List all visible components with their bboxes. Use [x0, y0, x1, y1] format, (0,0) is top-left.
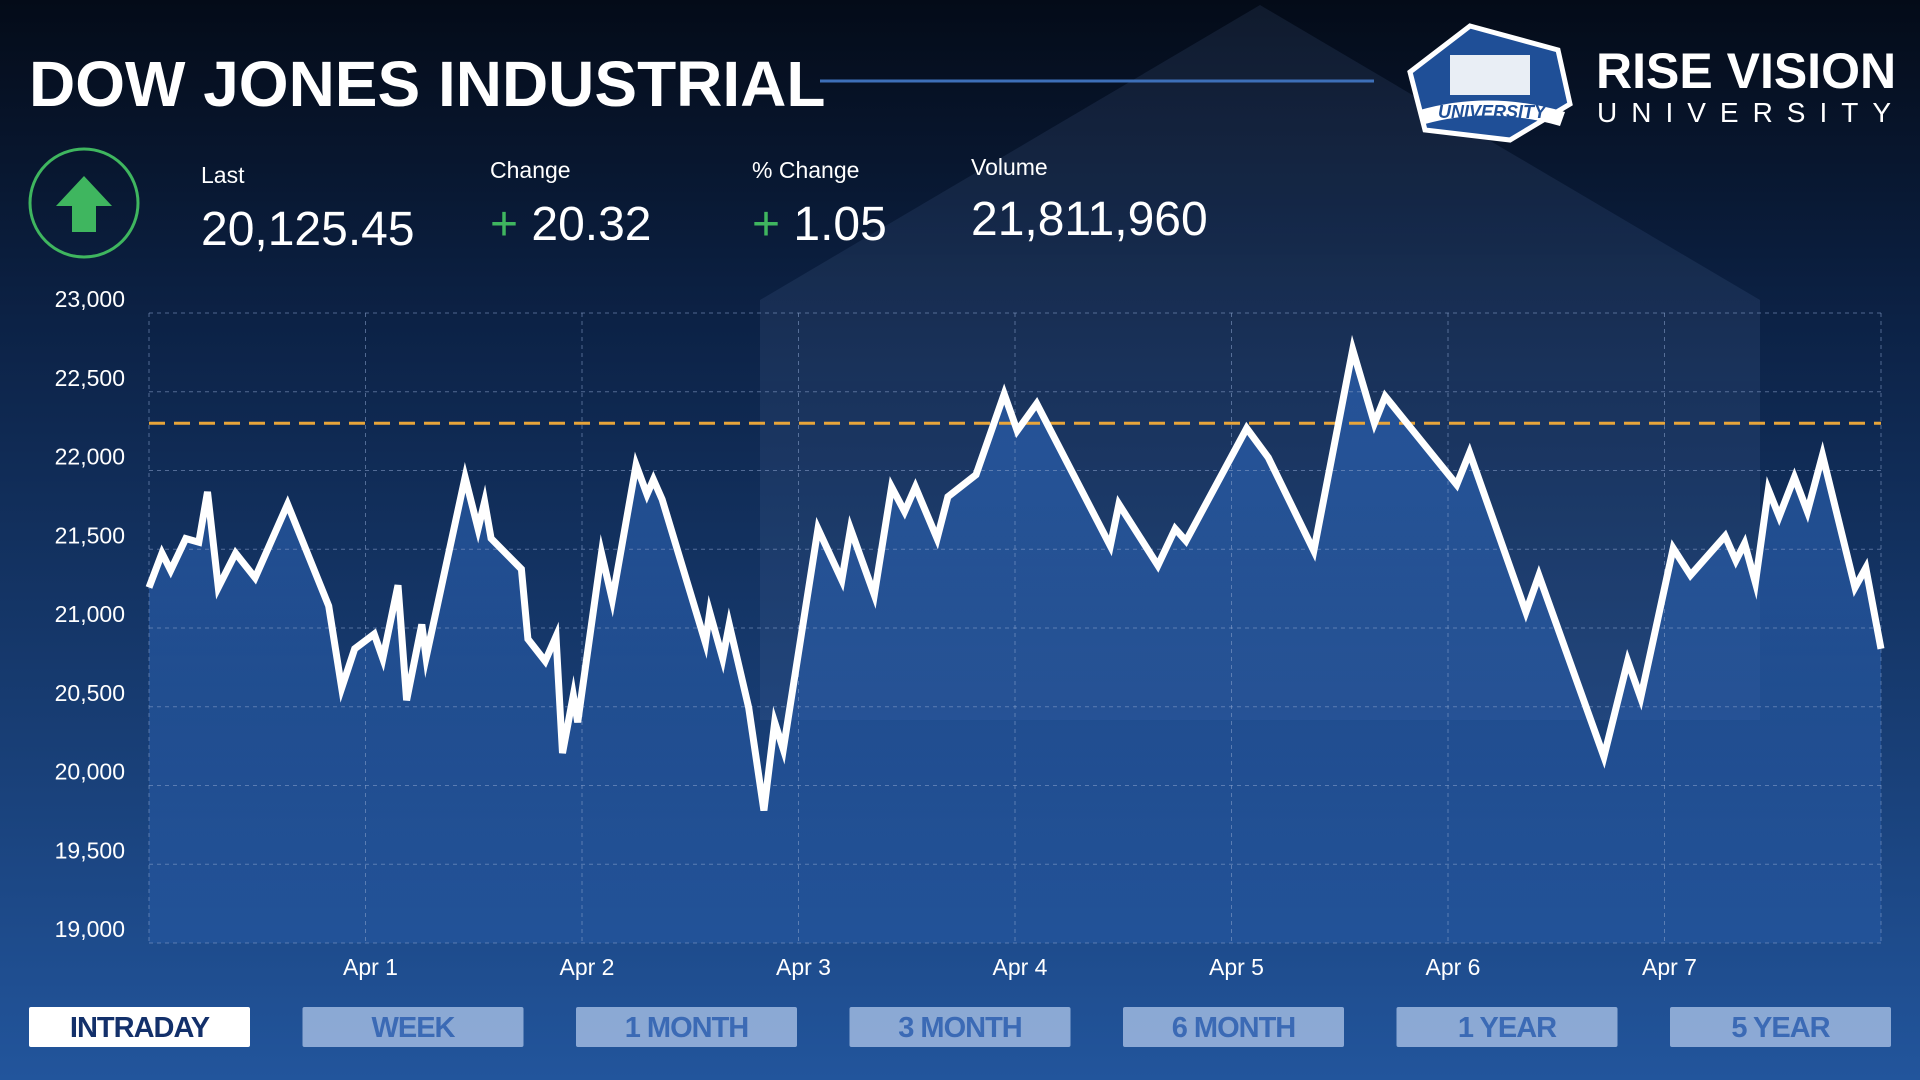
y-tick-label: 23,000 — [55, 286, 125, 312]
stat-label: Volume — [971, 154, 1048, 180]
range-button-label[interactable]: WEEK — [372, 1012, 457, 1044]
y-tick-label: 21,500 — [55, 522, 125, 548]
price-line — [145, 334, 1885, 812]
x-tick-label: Apr 3 — [776, 954, 831, 980]
stat-value: + 20.32 — [490, 198, 652, 251]
logo-badge: UNIVERSITY — [1438, 102, 1548, 122]
x-tick-label: Apr 6 — [1426, 954, 1481, 980]
range-button[interactable] — [1123, 1007, 1344, 1047]
range-button[interactable] — [576, 1007, 797, 1047]
stat-label: % Change — [752, 157, 859, 183]
range-buttons: INTRADAY WEEK 1 MONTH 3 MONTH 6 MONTH 1 YEAR 5… — [29, 1007, 1891, 1047]
y-tick-label: 19,500 — [55, 837, 125, 863]
stat-value: + 1.05 — [752, 198, 887, 251]
range-button-label[interactable]: 5 YEAR — [1731, 1012, 1831, 1044]
y-tick-label: 20,000 — [55, 759, 125, 785]
range-button-label[interactable]: 3 MONTH — [898, 1012, 1023, 1044]
range-button[interactable] — [849, 1007, 1071, 1047]
stat-space — [780, 198, 793, 251]
x-tick-label: Apr 5 — [1209, 954, 1264, 980]
stat-number: 20,125.45 — [201, 203, 415, 256]
y-tick-label: 19,000 — [55, 916, 125, 942]
stat-label: Last — [201, 162, 245, 188]
range-button-label[interactable]: INTRADAY — [70, 1012, 211, 1044]
stat-number: 1.05 — [793, 198, 886, 251]
stat-value: 21,811,960 — [971, 193, 1208, 246]
title: DOW JONES INDUSTRIAL — [29, 48, 825, 120]
range-button[interactable] — [1396, 1007, 1618, 1047]
range-button[interactable] — [1670, 1007, 1891, 1047]
range-button-label[interactable]: 1 YEAR — [1458, 1012, 1558, 1044]
x-tick-label: Apr 2 — [560, 954, 615, 980]
range-button[interactable] — [302, 1007, 524, 1047]
stat-space — [518, 198, 531, 251]
y-tick-label: 22,000 — [55, 444, 125, 470]
logo: UNIVERSITY RISE VISION UNIVERSITY — [1407, 23, 1905, 143]
x-tick-label: Apr 4 — [993, 954, 1048, 980]
chart: 19,000 19,500 20,000 20,500 21,000 21,500 22,0… — [55, 286, 1885, 980]
trend-icon — [28, 147, 140, 259]
x-tick-label: Apr 7 — [1642, 954, 1697, 980]
stat-number: 20.32 — [531, 198, 651, 251]
y-tick-label: 22,500 — [55, 365, 125, 391]
logo-name: RISE VISION — [1596, 43, 1896, 99]
range-button[interactable] — [29, 1007, 250, 1047]
logo-subname: UNIVERSITY — [1597, 97, 1905, 128]
range-button-label[interactable]: 1 MONTH — [625, 1012, 750, 1044]
stat-sign: + — [490, 198, 518, 251]
stats: Last 20,125.45 Change + 20.32 % Change + 1.05… — [201, 154, 1208, 256]
stat-number: 21,811,960 — [971, 193, 1208, 246]
y-tick-label: 20,500 — [55, 680, 125, 706]
stat-value: 20,125.45 — [201, 203, 415, 256]
range-button-label[interactable]: 6 MONTH — [1172, 1012, 1297, 1044]
x-tick-label: Apr 1 — [343, 954, 398, 980]
stat-label: Change — [490, 157, 571, 183]
stat-sign: + — [752, 198, 780, 251]
y-tick-label: 21,000 — [55, 601, 125, 627]
